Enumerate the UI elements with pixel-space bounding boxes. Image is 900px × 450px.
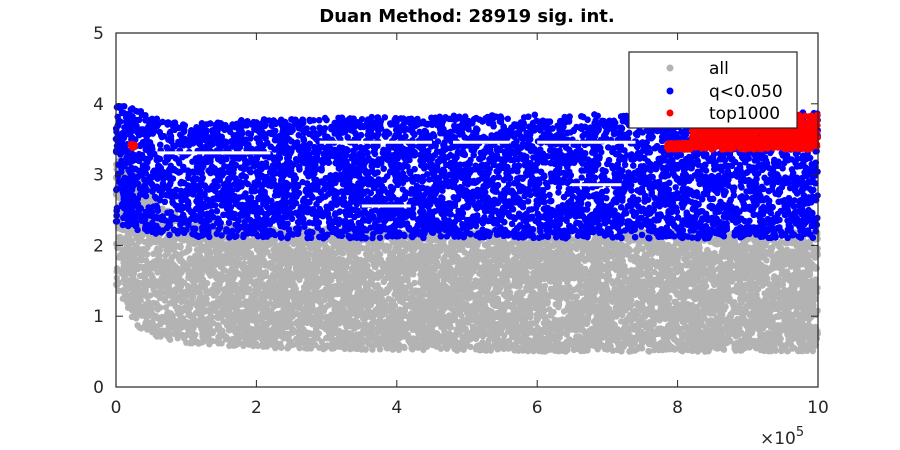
chart-title: Duan Method: 28919 sig. int.	[319, 6, 614, 27]
point	[381, 289, 388, 296]
point	[134, 322, 141, 329]
point	[327, 276, 334, 284]
point	[484, 241, 492, 248]
point	[162, 304, 169, 311]
point	[631, 347, 639, 354]
point	[609, 280, 616, 287]
point	[630, 277, 637, 285]
point	[547, 312, 554, 319]
